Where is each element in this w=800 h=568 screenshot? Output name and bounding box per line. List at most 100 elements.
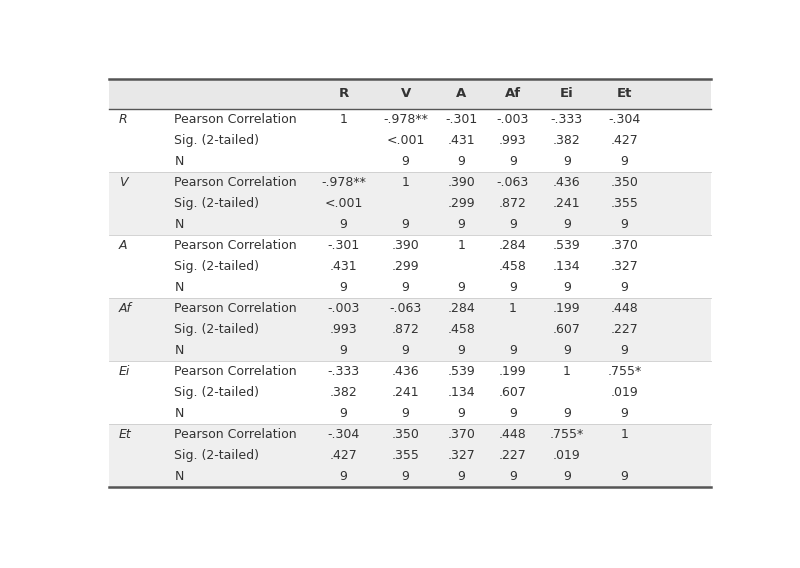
Text: Pearson Correlation: Pearson Correlation (174, 176, 297, 189)
Text: -.304: -.304 (327, 428, 360, 441)
Text: .355: .355 (392, 449, 419, 462)
Text: R: R (338, 87, 349, 101)
Text: 9: 9 (402, 155, 410, 168)
Text: .436: .436 (553, 176, 581, 189)
Text: -.304: -.304 (608, 113, 641, 126)
Text: .458: .458 (447, 323, 475, 336)
Text: Sig. (2-tailed): Sig. (2-tailed) (174, 260, 259, 273)
Text: 9: 9 (621, 218, 629, 231)
Text: .755*: .755* (607, 365, 642, 378)
Text: .427: .427 (330, 449, 358, 462)
Text: .355: .355 (610, 197, 638, 210)
Text: V: V (118, 176, 127, 189)
Text: 9: 9 (509, 281, 517, 294)
Text: 1: 1 (340, 113, 347, 126)
Text: .299: .299 (448, 197, 475, 210)
Text: 9: 9 (509, 407, 517, 420)
Text: 9: 9 (340, 407, 347, 420)
Text: 9: 9 (621, 155, 629, 168)
Text: N: N (174, 407, 184, 420)
Text: Ei: Ei (118, 365, 130, 378)
Text: Af: Af (118, 302, 131, 315)
Text: .539: .539 (553, 239, 581, 252)
Text: .370: .370 (447, 428, 475, 441)
Text: .458: .458 (499, 260, 527, 273)
Text: 9: 9 (621, 470, 629, 483)
Text: Af: Af (505, 87, 521, 101)
Bar (110, 466, 710, 487)
Bar (110, 445, 710, 466)
Bar (110, 172, 710, 193)
Text: .872: .872 (499, 197, 527, 210)
Text: 9: 9 (621, 344, 629, 357)
Text: .241: .241 (392, 386, 419, 399)
Text: 9: 9 (509, 470, 517, 483)
Text: .390: .390 (447, 176, 475, 189)
Bar (110, 340, 710, 361)
Text: .299: .299 (392, 260, 419, 273)
Text: <.001: <.001 (386, 134, 425, 147)
Text: V: V (401, 87, 410, 101)
Text: -.003: -.003 (327, 302, 360, 315)
Text: .390: .390 (392, 239, 419, 252)
Text: -.978**: -.978** (383, 113, 428, 126)
Text: Sig. (2-tailed): Sig. (2-tailed) (174, 386, 259, 399)
Text: -.333: -.333 (550, 113, 583, 126)
Text: 9: 9 (509, 344, 517, 357)
Text: N: N (174, 344, 184, 357)
Text: 9: 9 (563, 407, 570, 420)
Text: .431: .431 (330, 260, 358, 273)
Text: 9: 9 (458, 218, 466, 231)
Text: .350: .350 (392, 428, 419, 441)
Text: A: A (118, 239, 127, 252)
Text: .199: .199 (553, 302, 581, 315)
Text: .427: .427 (610, 134, 638, 147)
Text: 9: 9 (402, 407, 410, 420)
Text: .382: .382 (330, 386, 358, 399)
Text: Sig. (2-tailed): Sig. (2-tailed) (174, 197, 259, 210)
Text: -.978**: -.978** (322, 176, 366, 189)
Text: 9: 9 (340, 470, 347, 483)
Text: N: N (174, 281, 184, 294)
Text: -.333: -.333 (327, 365, 360, 378)
Bar (110, 319, 710, 340)
Text: -.063: -.063 (497, 176, 529, 189)
Bar (110, 424, 710, 445)
Text: .019: .019 (553, 449, 581, 462)
Text: N: N (174, 155, 184, 168)
Bar (110, 214, 710, 235)
Text: N: N (174, 218, 184, 231)
Text: 9: 9 (621, 281, 629, 294)
Text: 9: 9 (563, 218, 570, 231)
Text: N: N (174, 470, 184, 483)
Text: 9: 9 (458, 470, 466, 483)
Text: Pearson Correlation: Pearson Correlation (174, 428, 297, 441)
Text: -.063: -.063 (390, 302, 422, 315)
Text: Et: Et (118, 428, 131, 441)
Text: R: R (118, 113, 127, 126)
Text: 9: 9 (340, 281, 347, 294)
Text: .227: .227 (499, 449, 526, 462)
Text: .448: .448 (499, 428, 526, 441)
Text: 9: 9 (563, 470, 570, 483)
Text: 9: 9 (340, 218, 347, 231)
Text: Pearson Correlation: Pearson Correlation (174, 239, 297, 252)
Text: Pearson Correlation: Pearson Correlation (174, 302, 297, 315)
Text: .370: .370 (610, 239, 638, 252)
Text: .350: .350 (610, 176, 638, 189)
Text: 9: 9 (402, 344, 410, 357)
Text: 1: 1 (509, 302, 517, 315)
Text: .199: .199 (499, 365, 526, 378)
Text: .284: .284 (447, 302, 475, 315)
Bar (110, 298, 710, 319)
Text: 1: 1 (458, 239, 466, 252)
Text: 9: 9 (621, 407, 629, 420)
Text: 9: 9 (402, 470, 410, 483)
Text: 9: 9 (563, 155, 570, 168)
Text: .241: .241 (553, 197, 581, 210)
Text: 1: 1 (402, 176, 410, 189)
Text: Et: Et (617, 87, 632, 101)
Text: 9: 9 (402, 281, 410, 294)
Text: .284: .284 (499, 239, 526, 252)
Text: Pearson Correlation: Pearson Correlation (174, 113, 297, 126)
